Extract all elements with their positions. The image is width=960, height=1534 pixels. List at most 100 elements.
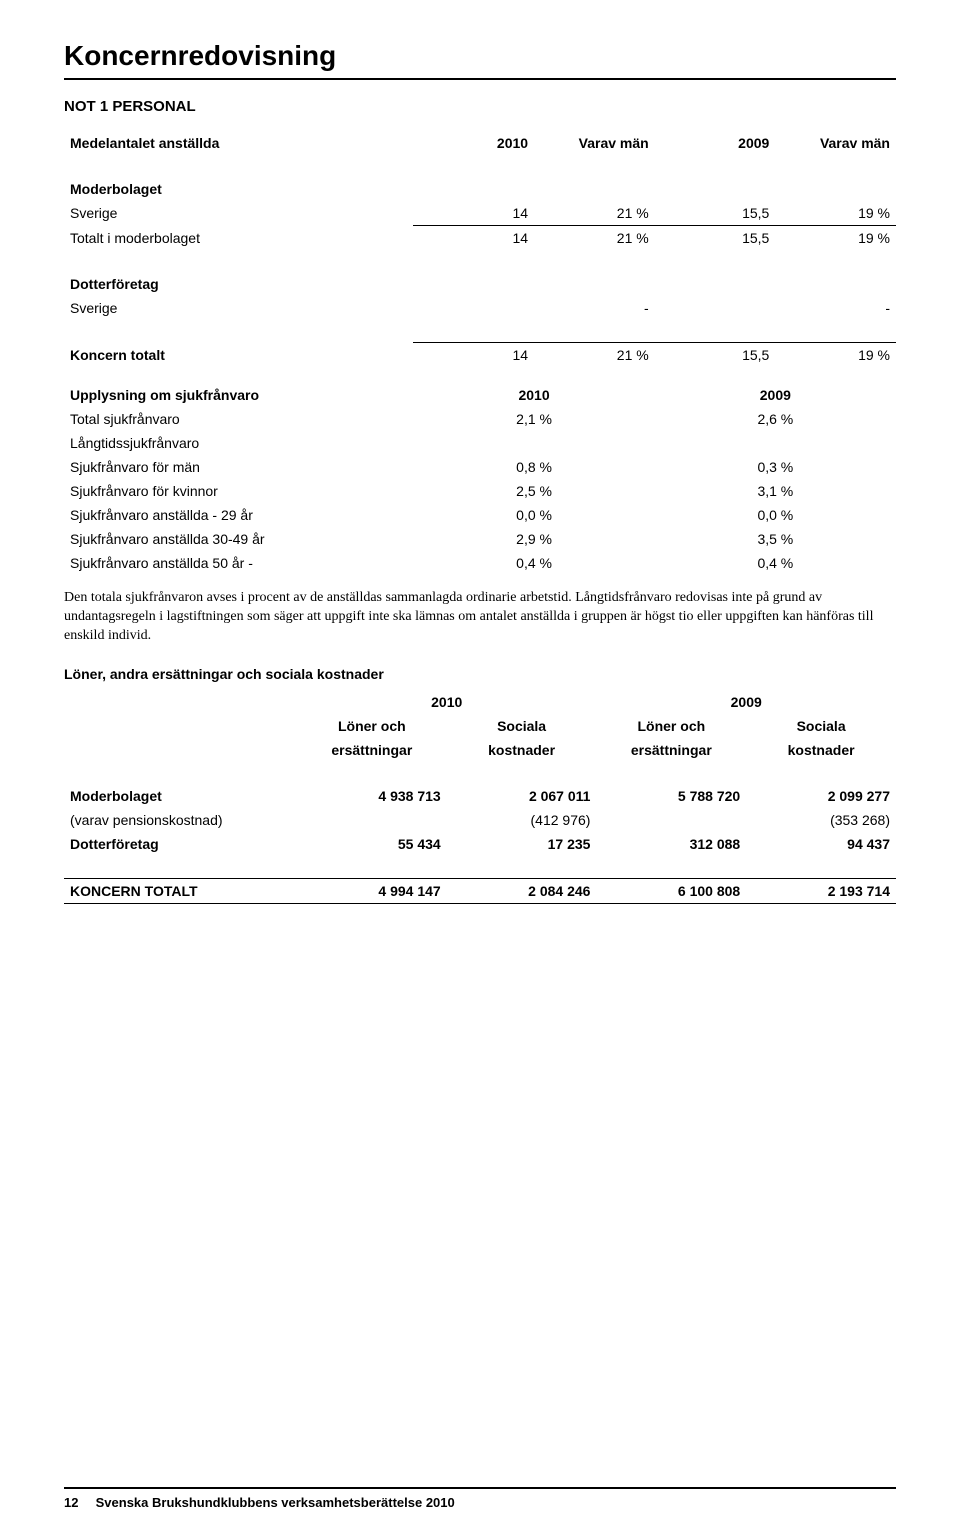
- table-row: Total sjukfrånvaro2,1 %2,6 %: [64, 407, 896, 431]
- cell: 2,9 %: [413, 527, 654, 551]
- cell: 4 994 147: [297, 878, 447, 903]
- cell: ersättningar: [297, 738, 447, 762]
- cell: Löner och: [297, 714, 447, 738]
- cell: 0,0 %: [655, 503, 896, 527]
- cell: 17 235: [447, 832, 597, 856]
- cell: 0,4 %: [655, 551, 896, 575]
- cell: Totalt i moderbolaget: [64, 226, 413, 251]
- emp-group1-title: Moderbolaget: [64, 177, 413, 201]
- sal-year-a: 2010: [297, 690, 597, 714]
- cell: 21 %: [534, 226, 655, 251]
- page-footer: 12 Svenska Brukshundklubbens verksamhets…: [64, 1487, 896, 1510]
- cell: 0,0 %: [413, 503, 654, 527]
- cell: 15,5: [655, 226, 776, 251]
- cell: 4 938 713: [297, 784, 447, 808]
- cell: 0,3 %: [655, 455, 896, 479]
- cell: 21 %: [534, 343, 655, 368]
- cell: Sverige: [64, 296, 413, 320]
- table-row: Sjukfrånvaro anställda 30-49 år2,9 %3,5 …: [64, 527, 896, 551]
- cell: Löner och: [596, 714, 746, 738]
- cell: 2 099 277: [746, 784, 896, 808]
- cell: 312 088: [596, 832, 746, 856]
- cell: Sjukfrånvaro anställda 50 år -: [64, 551, 413, 575]
- cell: 15,5: [655, 343, 776, 368]
- page-number: 12: [64, 1495, 92, 1510]
- cell: kostnader: [746, 738, 896, 762]
- sick-year-a: 2010: [413, 383, 654, 407]
- table-row: Sverige 14 21 % 15,5 19 %: [64, 201, 896, 226]
- cell: [297, 808, 447, 832]
- emp-group2-title: Dotterföretag: [64, 272, 413, 296]
- cell: [655, 431, 896, 455]
- cell: 2 193 714: [746, 878, 896, 903]
- cell: Sjukfrånvaro för kvinnor: [64, 479, 413, 503]
- table-row: Sjukfrånvaro för män0,8 %0,3 %: [64, 455, 896, 479]
- cell: 3,1 %: [655, 479, 896, 503]
- cell: Långtidssjukfrånvaro: [64, 431, 413, 455]
- cell: 2 084 246: [447, 878, 597, 903]
- title-rule: [64, 78, 896, 80]
- emp-year-a: 2010: [413, 131, 534, 155]
- cell: 14: [413, 343, 534, 368]
- table-row: Sjukfrånvaro anställda 50 år -0,4 %0,4 %: [64, 551, 896, 575]
- table-row: Sjukfrånvaro för kvinnor2,5 %3,1 %: [64, 479, 896, 503]
- table-row: Sjukfrånvaro anställda - 29 år0,0 %0,0 %: [64, 503, 896, 527]
- cell: 6 100 808: [596, 878, 746, 903]
- cell: Sjukfrånvaro anställda - 29 år: [64, 503, 413, 527]
- cell: 2,5 %: [413, 479, 654, 503]
- cell: 55 434: [297, 832, 447, 856]
- cell: Sjukfrånvaro för män: [64, 455, 413, 479]
- table-row: Dotterföretag55 43417 235312 08894 437: [64, 832, 896, 856]
- cell: 14: [413, 201, 534, 226]
- cell: 19 %: [775, 343, 896, 368]
- footer-text: Svenska Brukshundklubbens verksamhetsber…: [96, 1495, 455, 1510]
- cell: -: [775, 296, 896, 320]
- note-title: NOT 1 PERSONAL: [64, 98, 896, 115]
- sal-year-b: 2009: [596, 690, 896, 714]
- cell: 0,8 %: [413, 455, 654, 479]
- cell: 14: [413, 226, 534, 251]
- cell: 2 067 011: [447, 784, 597, 808]
- cell: 2,1 %: [413, 407, 654, 431]
- cell: ersättningar: [596, 738, 746, 762]
- employees-table: Medelantalet anställda 2010 Varav män 20…: [64, 131, 896, 367]
- cell: 15,5: [655, 201, 776, 226]
- table-row: Moderbolaget4 938 7132 067 0115 788 7202…: [64, 784, 896, 808]
- cell: Sverige: [64, 201, 413, 226]
- cell: 19 %: [775, 226, 896, 251]
- cell: Moderbolaget: [64, 784, 297, 808]
- cell: Total sjukfrånvaro: [64, 407, 413, 431]
- cell: 0,4 %: [413, 551, 654, 575]
- emp-col-b: Varav män: [775, 131, 896, 155]
- emp-year-b: 2009: [655, 131, 776, 155]
- emp-col-a: Varav män: [534, 131, 655, 155]
- cell: Sociala: [746, 714, 896, 738]
- cell: Dotterföretag: [64, 832, 297, 856]
- cell: 5 788 720: [596, 784, 746, 808]
- sickleave-table: Upplysning om sjukfrånvaro 2010 2009 Tot…: [64, 383, 896, 575]
- salaries-title: Löner, andra ersättningar och sociala ko…: [64, 666, 896, 682]
- cell: (353 268): [746, 808, 896, 832]
- cell: kostnader: [447, 738, 597, 762]
- table-row: Sverige - -: [64, 296, 896, 320]
- cell: [413, 296, 534, 320]
- cell: [655, 296, 776, 320]
- cell: Sociala: [447, 714, 597, 738]
- table-row: (varav pensionskostnad) (412 976) (353 268…: [64, 808, 896, 832]
- salaries-total-row: KONCERN TOTALT 4 994 147 2 084 246 6 100…: [64, 878, 896, 903]
- table-row: Långtidssjukfrånvaro: [64, 431, 896, 455]
- emp-group1-total: Totalt i moderbolaget 14 21 % 15,5 19 %: [64, 226, 896, 251]
- cell: -: [534, 296, 655, 320]
- cell: 94 437: [746, 832, 896, 856]
- salaries-table: 2010 2009 Löner och Sociala Löner och So…: [64, 690, 896, 904]
- cell: [596, 808, 746, 832]
- page-title: Koncernredovisning: [64, 40, 896, 72]
- sick-year-b: 2009: [655, 383, 896, 407]
- cell: 3,5 %: [655, 527, 896, 551]
- sick-paragraph: Den totala sjukfrånvaron avses i procent…: [64, 589, 896, 646]
- cell: 2,6 %: [655, 407, 896, 431]
- emp-row-header: Medelantalet anställda: [64, 131, 413, 155]
- cell: (412 976): [447, 808, 597, 832]
- cell: (varav pensionskostnad): [64, 808, 297, 832]
- emp-grand-total: Koncern totalt 14 21 % 15,5 19 %: [64, 343, 896, 368]
